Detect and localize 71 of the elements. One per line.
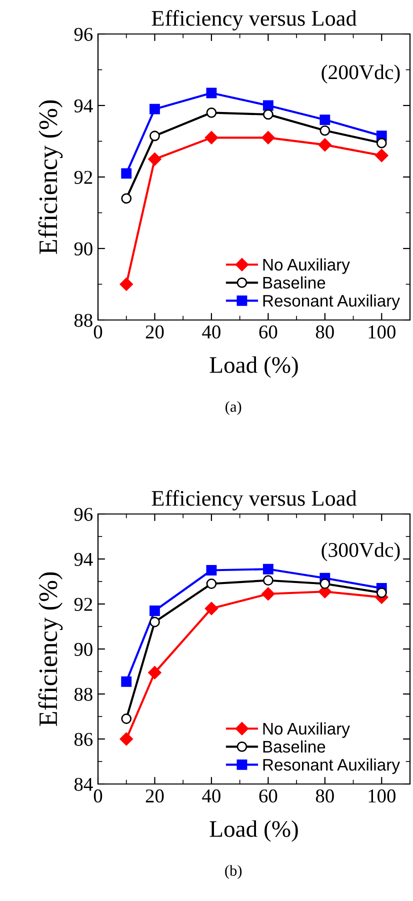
point (206, 107, 217, 118)
chart-title: Efficiency versus Load (152, 490, 357, 510)
legend-label: No Auxiliary (263, 258, 350, 274)
x-tick-label: 40 (202, 789, 220, 803)
text: (b) (225, 865, 242, 879)
x-axis-title: Load (%) (210, 356, 298, 378)
x-tick-label: 100 (368, 789, 396, 803)
point (204, 602, 218, 616)
point (150, 130, 160, 142)
point (206, 578, 217, 589)
point (376, 138, 387, 148)
x-tick-label: 80 (316, 789, 334, 803)
point (320, 578, 330, 589)
point (320, 125, 330, 136)
point (262, 575, 274, 586)
point (120, 278, 133, 291)
point (206, 565, 217, 576)
annotation: (200Vdc) (322, 64, 400, 84)
legend-label: Baseline (263, 740, 326, 753)
y-tick-label: 90 (74, 242, 92, 256)
x-tick-label: 80 (316, 325, 334, 339)
point (320, 114, 330, 126)
x-tick-label: 60 (259, 789, 278, 803)
y-tick-label: 92 (74, 170, 92, 184)
text: (a) (226, 401, 242, 415)
point (262, 564, 274, 574)
y-tick-label: 90 (74, 642, 92, 656)
point (148, 666, 162, 680)
x-tick-label: 60 (259, 325, 278, 339)
point (262, 109, 274, 120)
y-tick-label: 96 (74, 508, 93, 521)
y-axis-title: Efficiency (%) (38, 572, 63, 726)
legend-label: Resonant Auxiliary (263, 294, 400, 310)
point (121, 168, 132, 179)
y-tick-label: 94 (74, 99, 93, 112)
point (121, 714, 132, 724)
point (262, 587, 275, 600)
point (121, 676, 132, 687)
point (375, 148, 388, 162)
x-tick-label: 0 (94, 789, 102, 803)
annotation: (300Vdc) (322, 542, 400, 562)
y-tick-label: 92 (74, 598, 92, 611)
x-tick-label: 20 (146, 325, 164, 339)
y-axis-title: Efficiency (%) (38, 100, 63, 254)
legend-label: No Auxiliary (263, 722, 350, 738)
point (204, 131, 218, 144)
legend-label: Baseline (263, 276, 326, 289)
point (206, 88, 217, 98)
x-tick-label: 100 (368, 325, 396, 339)
point (318, 138, 332, 152)
chart-title: Efficiency versus Load (152, 10, 357, 30)
y-tick-label: 84 (74, 778, 93, 791)
y-tick-label: 86 (74, 732, 93, 746)
point (150, 616, 160, 628)
x-axis-title: Load (%) (210, 820, 298, 842)
point (150, 104, 160, 114)
x-tick-label: 40 (202, 325, 220, 339)
x-tick-label: 20 (146, 789, 164, 803)
y-tick-label: 96 (74, 28, 93, 41)
point (150, 606, 160, 616)
y-tick-label: 88 (74, 314, 92, 327)
x-tick-label: 0 (94, 325, 102, 339)
point (120, 732, 133, 746)
y-tick-label: 88 (74, 688, 92, 701)
point (262, 131, 275, 144)
point (148, 152, 162, 166)
point (262, 100, 274, 111)
point (376, 588, 387, 598)
point (121, 193, 132, 204)
y-tick-label: 94 (74, 552, 93, 566)
legend-label: Resonant Auxiliary (263, 758, 400, 774)
